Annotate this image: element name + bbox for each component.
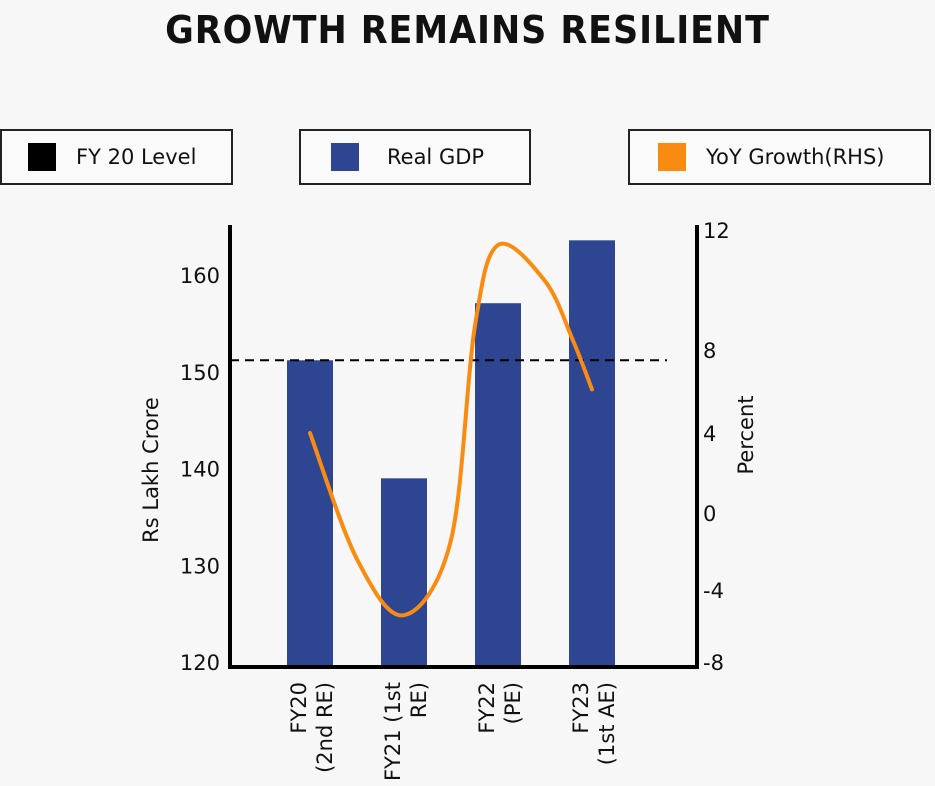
bar-3 (569, 240, 615, 667)
y-axis-title: Rs Lakh Crore (139, 397, 163, 543)
left-tick-label: 150 (180, 361, 220, 385)
right-tick-label: -4 (703, 579, 724, 603)
x-tick-label: (1st AE) (595, 682, 619, 765)
left-tick-label: 120 (180, 651, 220, 675)
legend-item-yoy-growth: YoY Growth(RHS) (628, 129, 931, 185)
left-tick-label: 130 (180, 554, 220, 578)
legend-item-real-gdp: Real GDP (299, 129, 531, 185)
yoy-growth-line (308, 241, 594, 618)
bar-1 (381, 478, 427, 667)
legend-swatch-blue (331, 143, 359, 171)
legend-swatch-black (28, 143, 56, 171)
right-tick-label: 12 (703, 219, 730, 243)
legend-label: YoY Growth(RHS) (706, 145, 885, 169)
bar-0 (287, 360, 333, 667)
legend-swatch-orange (658, 143, 686, 171)
right-tick-label: -8 (703, 651, 724, 675)
x-tick-label: FY23 (569, 682, 593, 734)
right-tick-label: 8 (703, 339, 716, 363)
y-axis-right-title: Percent (734, 395, 758, 474)
x-tick-label: FY20 (287, 682, 311, 734)
x-tick-label: FY22 (475, 682, 499, 734)
right-tick-label: 0 (703, 502, 716, 526)
bar-2 (475, 303, 521, 667)
legend-item-fy20-level: FY 20 Level (0, 129, 233, 185)
x-tick-label: FY21 (1st (381, 682, 405, 781)
left-tick-label: 160 (180, 264, 220, 288)
left-tick-label: 140 (180, 458, 220, 482)
chart-title: GROWTH REMAINS RESILIENT (165, 8, 770, 52)
legend-label: FY 20 Level (76, 145, 197, 169)
x-tick-label: (2nd RE) (313, 682, 337, 773)
x-tick-label: (PE) (501, 682, 525, 724)
x-tick-label: RE) (407, 682, 431, 718)
legend-label: Real GDP (387, 145, 485, 169)
right-tick-label: 4 (703, 422, 716, 446)
